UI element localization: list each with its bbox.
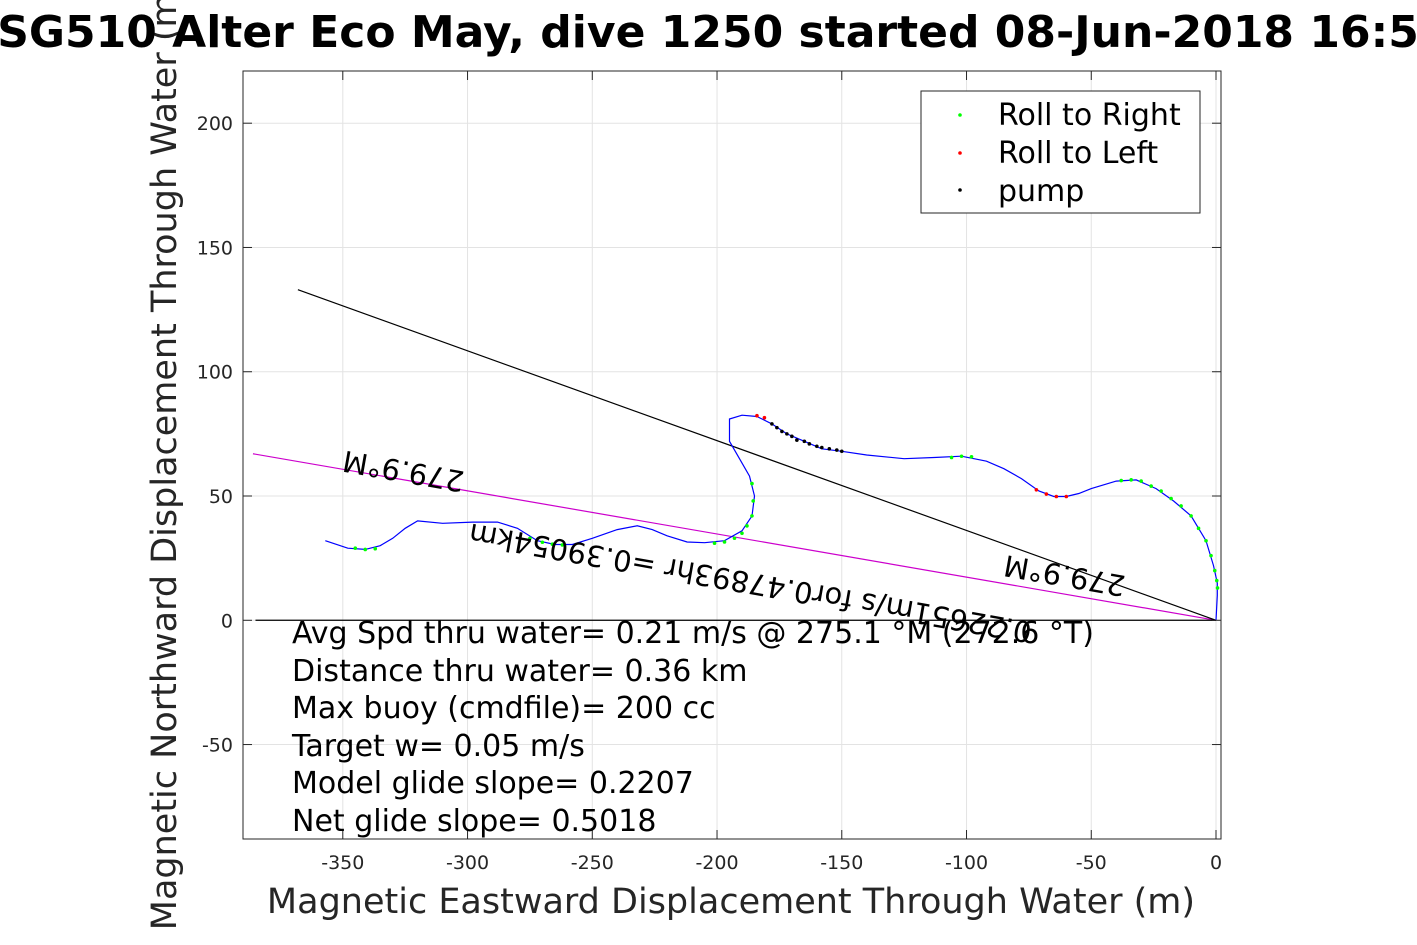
- roll-left-marker: [1054, 494, 1059, 499]
- pump-marker: [785, 432, 789, 436]
- roll-right-marker: [750, 514, 754, 518]
- roll-right-marker: [528, 536, 532, 541]
- y-tick-label: -50: [202, 735, 233, 757]
- legend-marker-roll-left: [958, 151, 962, 155]
- roll-right-marker: [353, 546, 358, 551]
- x-axis-label: Magnetic Eastward Displacement Through W…: [267, 882, 1195, 922]
- roll-right-marker: [732, 536, 737, 541]
- y-tick-labels: 200 150 100 50 0 -50: [197, 113, 233, 756]
- stat-model-glide: Model glide slope= 0.2207: [292, 766, 694, 801]
- roll-right-marker: [1204, 538, 1208, 543]
- roll-right-marker: [1169, 496, 1173, 501]
- roll-left-marker: [1064, 494, 1069, 499]
- y-tick-label: 50: [209, 486, 233, 508]
- legend-label-pump: pump: [998, 174, 1084, 209]
- legend: Roll to Right Roll to Left pump: [920, 90, 1201, 214]
- x-tick-label: -350: [321, 852, 364, 874]
- y-tick-label: 0: [221, 610, 233, 632]
- roll-right-marker: [740, 531, 744, 536]
- x-tick-labels: -350 -300 -250 -200 -150 -100 -50 0: [321, 852, 1222, 874]
- roll-right-marker: [969, 454, 974, 459]
- legend-box: [920, 90, 1201, 214]
- pump-marker: [839, 449, 844, 454]
- stat-max-buoy: Max buoy (cmdfile)= 200 cc: [292, 691, 716, 726]
- pump-marker: [802, 439, 807, 444]
- roll-left-marker: [755, 413, 759, 418]
- y-tick-label: 150: [197, 237, 233, 259]
- roll-right-marker: [1139, 479, 1143, 483]
- roll-right-marker: [722, 540, 727, 544]
- roll-right-marker: [1212, 568, 1217, 573]
- pump-marker: [834, 448, 839, 452]
- pump-marker: [820, 445, 824, 450]
- x-tick-label: -150: [820, 852, 863, 874]
- track-line: [325, 414, 1218, 621]
- roll-right-marker: [1149, 484, 1153, 488]
- legend-label-roll-right: Roll to Right: [998, 98, 1181, 133]
- roll-right-marker: [1209, 553, 1213, 558]
- roll-left-marker: [1044, 492, 1049, 496]
- roll-right-marker: [363, 547, 368, 552]
- x-tick-label: -300: [446, 852, 489, 874]
- stat-net-glide: Net glide slope= 0.5018: [292, 804, 656, 839]
- grid-lines: [243, 71, 1221, 839]
- roll-right-marker: [949, 455, 954, 460]
- x-tick-label: 0: [1210, 852, 1222, 874]
- pump-marker: [780, 429, 784, 434]
- legend-marker-roll-right: [958, 113, 962, 117]
- x-tick-label: -200: [695, 852, 738, 874]
- y-tick-label: 100: [197, 362, 233, 384]
- x-tick-label: -250: [571, 852, 614, 874]
- x-tick-label: -50: [1076, 852, 1107, 874]
- roll-right-marker: [1196, 526, 1201, 531]
- roll-right-marker: [712, 541, 717, 546]
- roll-right-marker: [1129, 478, 1133, 482]
- roll-right-marker: [1119, 478, 1124, 483]
- roll-right-marker: [540, 540, 545, 545]
- dive-track: [325, 414, 1218, 621]
- stat-target-w: Target w= 0.05 m/s: [291, 729, 585, 764]
- pump-marker: [790, 434, 794, 439]
- pump-marker: [807, 442, 812, 446]
- roll-right-marker: [550, 542, 555, 547]
- legend-marker-pump: [958, 188, 962, 192]
- pump-marker: [775, 425, 779, 430]
- dive-stats: Avg Spd thru water= 0.21 m/s @ 275.1 °M …: [291, 616, 1094, 839]
- y-tick-label: 200: [197, 113, 233, 135]
- pump-marker: [815, 444, 819, 449]
- pump-marker: [795, 438, 799, 442]
- roll-right-marker: [745, 524, 749, 528]
- y-axis-label: Magnetic Northward Displacement Through …: [145, 0, 185, 930]
- roll-right-marker: [959, 454, 964, 459]
- chart-title: SG510 Alter Eco May, dive 1250 started 0…: [0, 7, 1417, 58]
- tick-marks: [243, 71, 1221, 839]
- heading-line: [297, 289, 1217, 621]
- roll-left-marker: [1034, 487, 1039, 492]
- roll-right-marker: [1189, 514, 1193, 518]
- legend-label-roll-left: Roll to Left: [998, 136, 1158, 171]
- stat-distance: Distance thru water= 0.36 km: [292, 654, 747, 689]
- roll-right-marker: [560, 543, 565, 547]
- roll-left-marker: [762, 415, 767, 420]
- x-tick-label: -100: [945, 852, 988, 874]
- pump-marker: [770, 422, 774, 426]
- roll-right-marker: [1214, 578, 1219, 583]
- roll-right-marker: [1179, 504, 1183, 508]
- roll-right-marker: [373, 546, 378, 551]
- roll-right-marker: [1159, 489, 1163, 493]
- roll-right-marker: [751, 499, 756, 503]
- roll-right-marker: [1215, 586, 1220, 590]
- plot-frame: [242, 70, 1222, 840]
- pump-marker: [827, 446, 832, 451]
- track-markers: [353, 413, 1220, 590]
- stat-avg-speed: Avg Spd thru water= 0.21 m/s @ 275.1 °M …: [292, 616, 1094, 651]
- roll-right-marker: [750, 481, 754, 486]
